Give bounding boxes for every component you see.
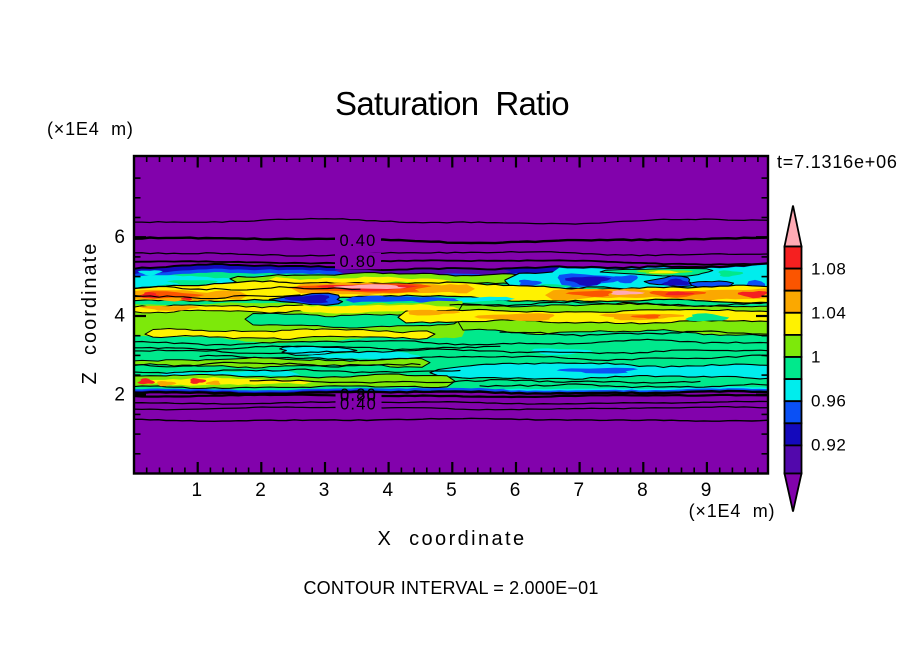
svg-text:0.40: 0.40	[340, 232, 377, 250]
svg-text:9: 9	[701, 480, 712, 501]
svg-text:4: 4	[114, 306, 125, 327]
svg-text:1.04: 1.04	[811, 304, 847, 323]
svg-text:(×1E4 m): (×1E4 m)	[47, 119, 134, 139]
svg-text:6: 6	[510, 480, 521, 501]
svg-text:7: 7	[574, 480, 585, 501]
svg-text:0.96: 0.96	[811, 391, 847, 410]
svg-text:6: 6	[114, 227, 125, 248]
svg-text:X coordinate: X coordinate	[377, 528, 526, 550]
svg-text:t=7.1316e+06: t=7.1316e+06	[777, 152, 898, 172]
svg-text:3: 3	[319, 480, 330, 501]
svg-text:CONTOUR INTERVAL = 2.000E−01: CONTOUR INTERVAL = 2.000E−01	[303, 578, 598, 598]
svg-text:2: 2	[114, 384, 125, 405]
svg-text:0.40: 0.40	[340, 395, 377, 413]
svg-text:4: 4	[383, 480, 394, 501]
svg-text:0.80: 0.80	[340, 253, 377, 271]
svg-text:1: 1	[811, 348, 821, 367]
svg-text:Saturation Ratio: Saturation Ratio	[335, 85, 569, 122]
svg-text:0.80: 0.80	[340, 386, 377, 404]
svg-text:Z coordinate: Z coordinate	[79, 242, 101, 385]
svg-text:8: 8	[637, 480, 648, 501]
svg-text:(×1E4 m): (×1E4 m)	[689, 501, 776, 521]
svg-text:1.08: 1.08	[811, 260, 847, 279]
svg-text:5: 5	[446, 480, 457, 501]
svg-text:2: 2	[255, 480, 266, 501]
svg-text:0.92: 0.92	[811, 435, 847, 454]
svg-text:1: 1	[192, 480, 203, 501]
